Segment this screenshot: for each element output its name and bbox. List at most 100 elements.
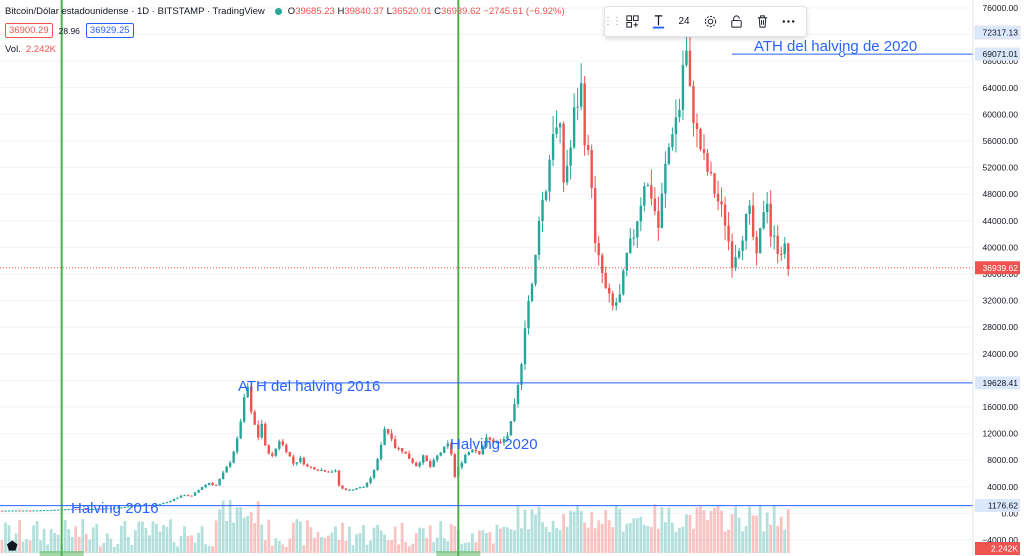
volume-bar [516, 506, 520, 553]
bid-button[interactable]: 36900.29 [5, 23, 53, 38]
volume-bar [685, 514, 688, 553]
volume-bar [607, 520, 611, 553]
candle-body [362, 486, 365, 488]
candle-body [464, 454, 467, 463]
market-status-icon [274, 8, 282, 15]
ask-button[interactable]: 36929.25 [85, 23, 134, 38]
lock-icon[interactable] [723, 7, 749, 36]
volume-bar [348, 526, 351, 553]
change-value: −2745.61 (−6.92%) [483, 6, 565, 17]
volume-bar [569, 510, 573, 553]
volume-bar [144, 528, 148, 553]
candle-body [39, 510, 42, 512]
price-axis: 76000.0072000.0068000.0064000.0060000.00… [972, 0, 1024, 556]
candle-body [109, 508, 113, 510]
candle-body [232, 451, 235, 463]
annotation-label[interactable]: ATH del halving de 2020 [754, 38, 917, 55]
candle-body [0, 510, 4, 512]
candle-body [762, 212, 765, 229]
volume-bar [449, 524, 453, 553]
volume-bar [102, 542, 106, 553]
candle-body [716, 193, 720, 202]
volume-bar [351, 545, 355, 553]
line-handle-icon[interactable] [839, 51, 845, 58]
volume-bar [95, 523, 99, 553]
volume-bar [386, 540, 390, 553]
volume-bar [21, 541, 25, 553]
candle-body [95, 508, 98, 510]
volume-bar [758, 505, 762, 553]
volume-bar [183, 526, 186, 553]
volume-bar [653, 504, 657, 553]
y-tick-label: 40000.00 [983, 242, 1019, 252]
candle-body [534, 254, 537, 285]
candle-body [657, 211, 660, 228]
candle-body [404, 451, 407, 454]
delete-icon[interactable] [749, 7, 775, 36]
volume-bar [298, 521, 302, 553]
volume-bar [200, 526, 204, 553]
candle-body [565, 165, 569, 183]
candle-body [158, 503, 162, 505]
candle-body [583, 83, 586, 146]
volume-bar [193, 542, 197, 553]
candle-body [678, 109, 681, 118]
candle-body [671, 134, 674, 148]
volume-bar [730, 514, 734, 553]
candle-body [706, 153, 709, 172]
y-tick-label: 60000.00 [983, 109, 1019, 119]
volume-bar [646, 526, 650, 553]
volume-bar [277, 540, 281, 553]
candle-body [527, 300, 530, 329]
candle-body [267, 445, 270, 454]
volume-bar [737, 517, 741, 553]
drag-handle-icon[interactable]: ⋮⋮ [603, 16, 622, 27]
candle-body [723, 204, 727, 226]
volume-bar [70, 536, 74, 553]
annotation-label[interactable]: Halving 2020 [450, 436, 538, 453]
candle-body [407, 453, 411, 459]
annotation-label[interactable]: ATH del halving 2016 [238, 378, 380, 395]
volume-bar [239, 507, 243, 553]
more-icon[interactable] [775, 7, 801, 36]
text-color-icon[interactable] [645, 7, 671, 36]
candle-body [597, 243, 600, 256]
candle-body [285, 444, 288, 453]
volume-bar [267, 519, 271, 553]
volume-bar [249, 512, 253, 553]
volume-bar [537, 506, 541, 553]
volume-bar [81, 519, 85, 553]
candle-body [502, 438, 506, 443]
volume-bar [362, 524, 365, 553]
volume-bar [221, 500, 225, 553]
candle-body [418, 462, 421, 467]
candle-body [787, 243, 790, 269]
candle-body [221, 472, 225, 480]
candle-body [562, 123, 565, 183]
candle-body [320, 470, 323, 472]
candle-body [379, 444, 383, 460]
candle-body [306, 464, 309, 467]
volume-bar [176, 546, 179, 553]
volume-bar [133, 530, 137, 553]
volume-bar [190, 535, 193, 553]
volume-bar [316, 532, 320, 553]
volume-bar [642, 524, 646, 553]
volume-bar [674, 531, 678, 553]
volume-bar [56, 534, 60, 553]
candle-body [544, 191, 548, 200]
settings-icon[interactable] [697, 7, 723, 36]
volume-bar [783, 529, 787, 553]
font-size-button[interactable]: 24 [678, 16, 690, 27]
candle-body [720, 201, 723, 205]
candle-body [604, 273, 607, 288]
candle-body [274, 448, 277, 456]
volume-bar [635, 518, 639, 553]
candle-body [506, 435, 509, 439]
volume-bar [397, 544, 401, 553]
annotation-label[interactable]: Halving 2016 [71, 500, 159, 517]
template-icon[interactable] [619, 7, 645, 36]
volume-bar [98, 546, 102, 553]
volume-bar [162, 525, 165, 553]
